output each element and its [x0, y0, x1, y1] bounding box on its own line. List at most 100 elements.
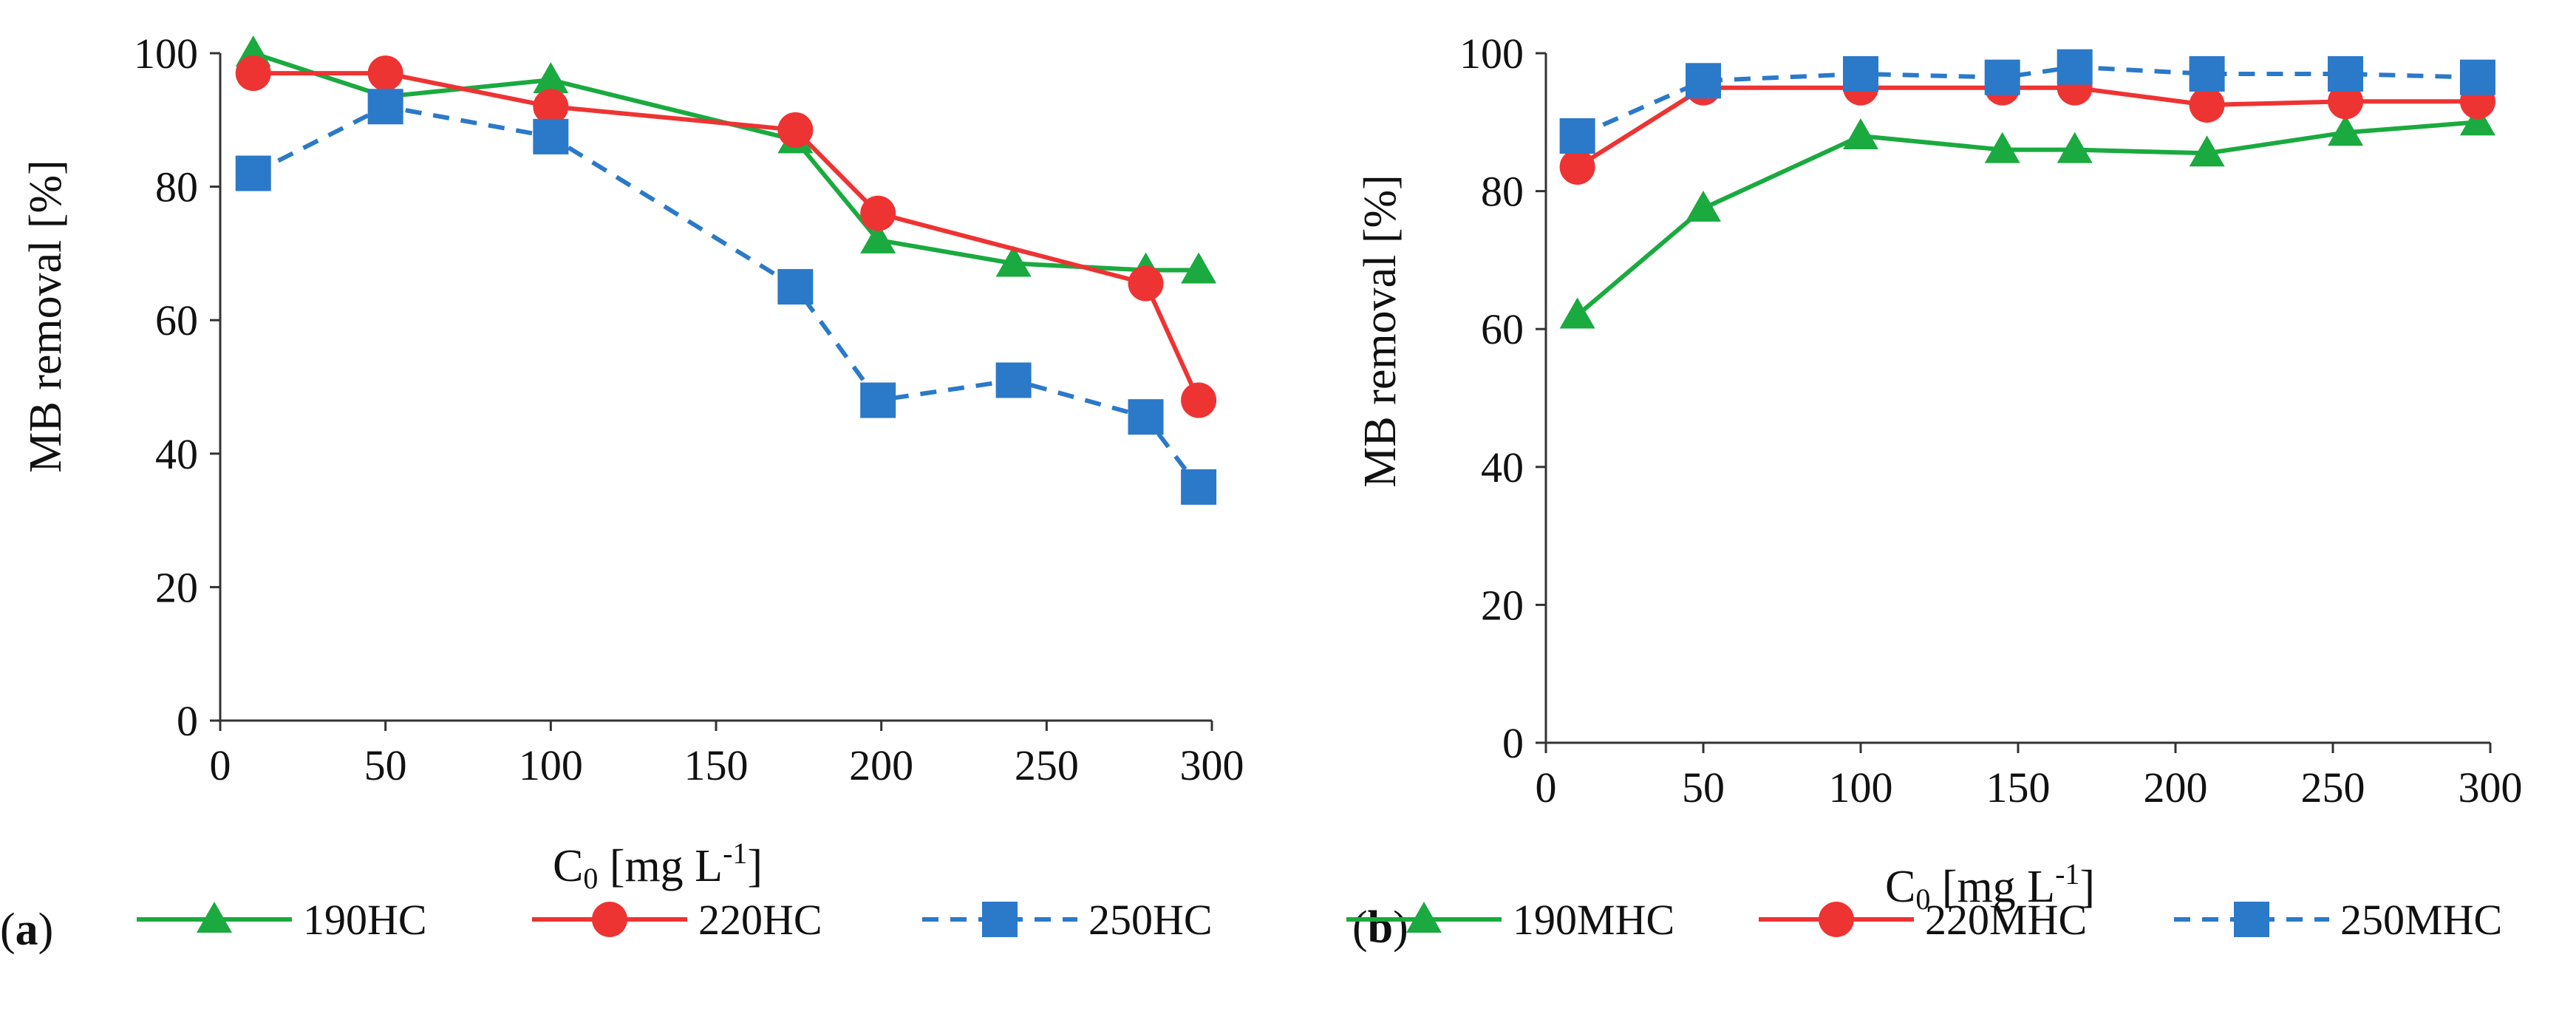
- series-line-190HC: [252, 51, 1199, 273]
- data-point-220MHC: [2328, 84, 2364, 120]
- x-tick-label: 250: [1015, 741, 1079, 789]
- data-point-190MHC: [2189, 135, 2225, 167]
- data-point-250HC: [860, 382, 896, 418]
- legend-label: 220MHC: [1925, 896, 2087, 944]
- y-tick-label: 80: [155, 163, 198, 211]
- legend-label: 220HC: [698, 896, 822, 944]
- panel-b-x-axis-label: C0 [mg L-1]: [1885, 857, 2095, 916]
- x-tick-label: 50: [364, 741, 407, 789]
- x-tick-label: 200: [849, 741, 913, 789]
- panel-b-x-ticks: 0 50 100 150 200 250 300: [1536, 743, 2523, 811]
- panel-a-axes: [219, 53, 1212, 722]
- y-tick-label: 100: [1459, 30, 1524, 78]
- legend-entry-220HC: 220HC: [532, 896, 822, 944]
- x-tick-label: 50: [1682, 763, 1725, 811]
- panel-a-x-axis-label: C0 [mg L-1]: [553, 837, 763, 895]
- panel-b-y-axis-label: MB removal [%]: [1355, 174, 1405, 488]
- data-point-220HC: [235, 55, 271, 92]
- data-point-250MHC: [2459, 59, 2495, 95]
- panel-b-axes: [1544, 53, 2490, 744]
- series-190MHC: [1559, 104, 2495, 329]
- data-point-250MHC: [1559, 118, 1595, 154]
- data-point-220HC: [777, 112, 814, 148]
- panel-a-y-axis-label: MB removal [%]: [21, 160, 71, 473]
- data-point-220MHC: [1559, 149, 1595, 185]
- series-220HC: [235, 55, 1217, 418]
- panel-a-plot-area: [235, 35, 1217, 505]
- data-point-220HC: [533, 89, 569, 125]
- legend-label: 190MHC: [1513, 896, 1674, 944]
- data-point-250MHC: [2189, 55, 2225, 92]
- data-point-190MHC: [2057, 132, 2093, 163]
- panel-a-label: (a): [0, 905, 53, 955]
- data-point-250MHC: [1984, 59, 2020, 95]
- y-tick-label: 60: [155, 296, 198, 344]
- x-tick-label: 150: [1986, 763, 2051, 811]
- data-point-250MHC: [1843, 55, 1878, 92]
- data-point-250MHC: [2328, 55, 2364, 92]
- data-point-250HC: [235, 155, 271, 191]
- x-tick-label: 250: [2301, 763, 2365, 811]
- x-tick-label: 300: [2459, 763, 2523, 811]
- legend-entry-250MHC: 250MHC: [2174, 896, 2502, 944]
- x-tick-label: 0: [1536, 763, 1557, 811]
- panel-a-legend: 190HC 220HC 250HC: [137, 896, 1213, 944]
- data-point-250HC: [367, 89, 403, 125]
- data-point-190MHC: [1686, 190, 1721, 222]
- x-tick-label: 100: [1829, 763, 1893, 811]
- x-tick-label: 150: [684, 741, 749, 789]
- panel-b-y-ticks: 0 20 40 60 80 100: [1459, 30, 1546, 767]
- data-point-250MHC: [1686, 63, 1721, 99]
- x-tick-label: 200: [2144, 763, 2208, 811]
- data-point-220HC: [860, 195, 896, 231]
- data-point-190HC: [860, 222, 896, 254]
- data-point-190MHC: [2328, 115, 2364, 146]
- legend-marker: [592, 902, 627, 937]
- data-point-190MHC: [1559, 297, 1595, 329]
- y-tick-label: 20: [155, 563, 198, 611]
- data-point-220HC: [1181, 382, 1217, 418]
- data-point-190HC: [995, 245, 1032, 277]
- data-point-250MHC: [2057, 49, 2093, 85]
- data-point-250HC: [533, 118, 569, 154]
- y-tick-label: 0: [1502, 719, 1524, 767]
- panel-a-chart: 0 50 100 150 200 250 300 0 20 40 60 80 100 MB remov…: [0, 30, 1244, 955]
- y-tick-label: 80: [1481, 168, 1524, 216]
- data-point-250HC: [1181, 469, 1217, 505]
- data-point-220HC: [367, 55, 403, 92]
- x-tick-label: 100: [519, 741, 583, 789]
- y-tick-label: 60: [1481, 305, 1524, 353]
- panel-b-plot-area: [1559, 49, 2495, 329]
- series-line-250HC: [252, 104, 1201, 489]
- panel-b-chart: 0 50 100 150 200 250 300 0 20 40 60 80 100 MB remov…: [1346, 30, 2523, 953]
- legend-label: 250HC: [1088, 896, 1213, 944]
- y-tick-label: 20: [1481, 581, 1524, 629]
- legend-label: 190HC: [303, 896, 427, 944]
- data-point-250HC: [1128, 399, 1164, 435]
- series-250MHC: [1559, 49, 2495, 154]
- data-point-190MHC: [1843, 118, 1878, 149]
- data-point-190MHC: [1984, 132, 2020, 163]
- legend-entry-190HC: 190HC: [137, 896, 427, 944]
- y-tick-label: 40: [155, 430, 198, 478]
- legend-marker: [197, 902, 232, 933]
- data-point-190HC: [533, 62, 569, 94]
- x-tick-label: 0: [210, 741, 231, 789]
- legend-marker: [982, 902, 1018, 937]
- data-point-220MHC: [2189, 86, 2225, 123]
- data-point-250HC: [777, 269, 814, 305]
- legend-marker: [1819, 902, 1854, 937]
- data-point-190HC: [1181, 252, 1217, 284]
- panel-b-legend: 190MHC 220MHC 250MHC: [1346, 896, 2502, 944]
- panel-a-x-ticks: 0 50 100 150 200 250 300: [210, 721, 1244, 789]
- y-tick-label: 100: [134, 30, 198, 78]
- data-point-220HC: [1128, 265, 1164, 302]
- legend-marker: [2234, 902, 2269, 937]
- legend-entry-190MHC: 190MHC: [1346, 896, 1674, 944]
- series-250HC: [235, 89, 1217, 505]
- panel-b-label: (b): [1352, 902, 1408, 953]
- x-tick-label: 300: [1180, 741, 1244, 789]
- data-point-190MHC: [2459, 104, 2495, 136]
- legend-marker: [1406, 902, 1442, 933]
